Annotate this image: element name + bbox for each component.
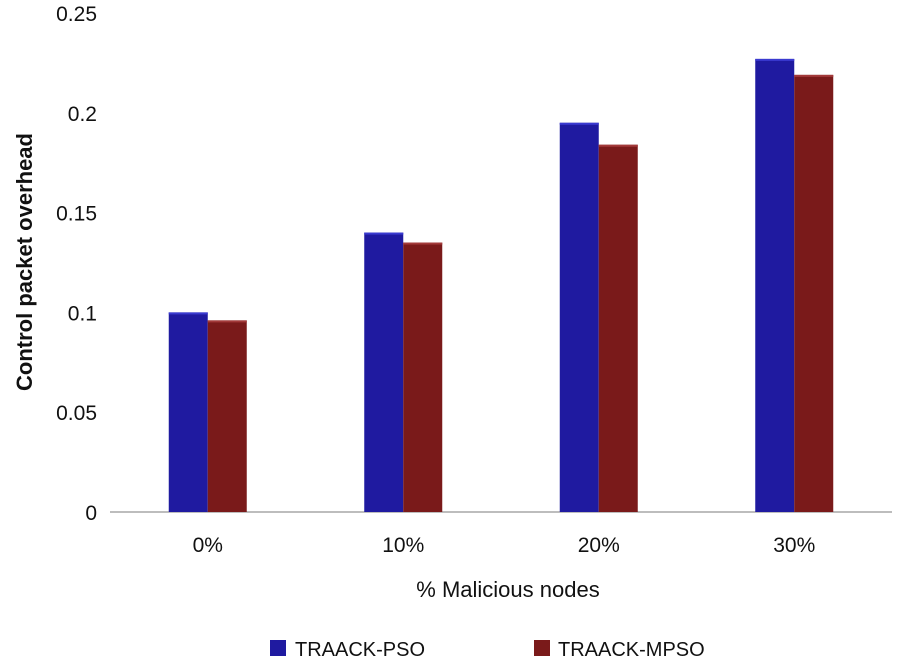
- y-axis-title: Control packet overhead: [12, 133, 37, 391]
- bar-top-highlight: [598, 144, 638, 147]
- bar-traack-mpso-2: [598, 144, 638, 512]
- y-tick-label: 0.2: [68, 103, 97, 126]
- bar-traack-pso-3: [755, 58, 795, 513]
- legend-swatch-traack-pso: [270, 640, 286, 656]
- legend-label-traack-pso: TRAACK-PSO: [295, 639, 425, 661]
- bar-top-highlight: [207, 320, 247, 323]
- x-axis-title: % Malicious nodes: [416, 577, 599, 602]
- y-tick-label: 0.25: [56, 3, 97, 26]
- bar-top-highlight: [403, 242, 443, 245]
- bars: [168, 58, 834, 513]
- y-tick-label: 0.05: [56, 402, 97, 425]
- legend-label-traack-mpso: TRAACK-MPSO: [558, 639, 705, 661]
- x-tick-label: 20%: [578, 534, 620, 557]
- bar-traack-pso-2: [559, 122, 599, 512]
- legend-swatch-traack-mpso: [534, 640, 550, 656]
- y-tick-label: 0.1: [68, 302, 97, 325]
- y-tick-label: 0.15: [56, 203, 97, 226]
- bar-traack-mpso-0: [207, 320, 247, 512]
- x-tick-label: 0%: [193, 534, 223, 557]
- bar-top-highlight: [559, 122, 599, 125]
- bar-top-highlight: [755, 58, 795, 61]
- bar-traack-pso-1: [364, 232, 404, 512]
- y-tick-label: 0: [85, 502, 97, 525]
- legend: TRAACK-PSO TRAACK-MPSO: [270, 639, 705, 661]
- bar-top-highlight: [794, 74, 834, 77]
- x-tick-label: 30%: [773, 534, 815, 557]
- bar-top-highlight: [364, 232, 404, 235]
- bar-traack-pso-0: [168, 312, 208, 512]
- bar-traack-mpso-3: [794, 74, 834, 512]
- x-tick-label: 10%: [382, 534, 424, 557]
- bar-traack-mpso-1: [403, 242, 443, 513]
- x-tick-labels: 0% 10% 20% 30%: [193, 534, 816, 557]
- bar-top-highlight: [168, 312, 208, 315]
- y-tick-labels: 0 0.05 0.1 0.15 0.2 0.25: [56, 3, 97, 525]
